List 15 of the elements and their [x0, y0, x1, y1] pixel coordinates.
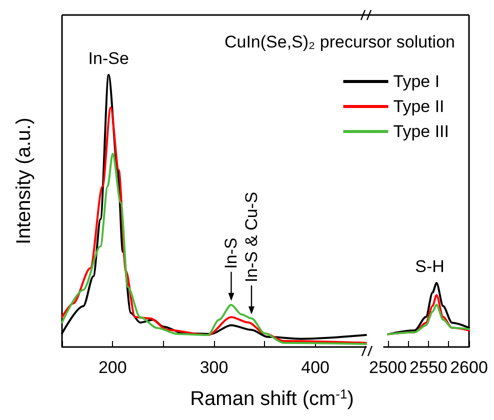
legend-title: CuIn(Se,S)₂ precursor solution [224, 32, 455, 52]
legend-label: Type II [393, 97, 444, 116]
annotation: In-Se [88, 48, 129, 68]
text: S-H [415, 257, 444, 276]
annotation: In-S [222, 238, 241, 269]
x-tick-label: 2600 [450, 358, 488, 377]
x-tick-label: 400 [301, 358, 330, 377]
legend-label: Type III [393, 122, 449, 141]
y-axis-title: Intensity (a.u.) [13, 118, 35, 244]
x-tick-label: 2500 [368, 358, 407, 377]
legend-label: Type I [393, 72, 440, 91]
x-tick-label: 300 [200, 358, 228, 377]
x-tick-label: 200 [98, 358, 127, 377]
x-tick-label: 2550 [410, 358, 448, 377]
annotation: In-S & Cu-S [242, 192, 261, 282]
